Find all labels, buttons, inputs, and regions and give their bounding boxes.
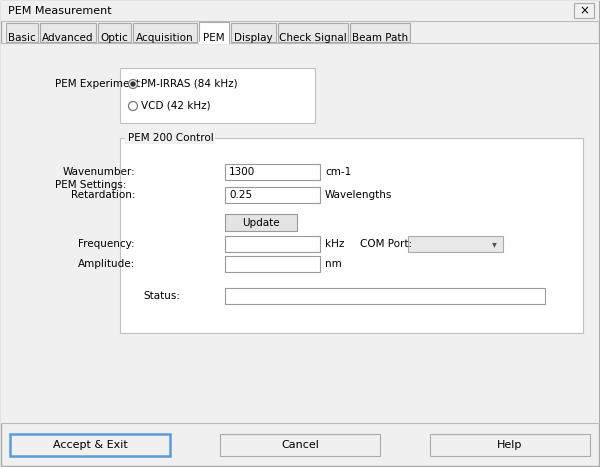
Text: COM Port:: COM Port: xyxy=(360,239,412,249)
Text: ×: × xyxy=(579,4,589,17)
Text: Advanced: Advanced xyxy=(42,33,94,43)
Bar xyxy=(225,236,320,252)
Text: Frequency:: Frequency: xyxy=(79,239,135,249)
Bar xyxy=(278,23,348,42)
Text: PEM Measurement: PEM Measurement xyxy=(8,6,112,16)
Bar xyxy=(231,23,276,42)
Bar xyxy=(40,23,96,42)
Text: Wavelengths: Wavelengths xyxy=(325,190,392,200)
Text: Cancel: Cancel xyxy=(281,440,319,450)
Text: Update: Update xyxy=(242,218,280,227)
Text: Acquisition: Acquisition xyxy=(136,33,194,43)
Bar xyxy=(6,23,38,42)
Bar xyxy=(120,138,583,333)
Text: Help: Help xyxy=(497,440,523,450)
Bar xyxy=(225,214,297,231)
Bar xyxy=(574,3,594,18)
Text: 0.25: 0.25 xyxy=(229,190,252,200)
Text: PEM 200 Control: PEM 200 Control xyxy=(128,133,214,143)
Text: 1300: 1300 xyxy=(229,167,255,177)
Text: Check Signal: Check Signal xyxy=(279,33,347,43)
Text: cm-1: cm-1 xyxy=(325,167,351,177)
Text: PEM Experiment:: PEM Experiment: xyxy=(55,79,144,89)
Text: Display: Display xyxy=(234,33,273,43)
Text: Beam Path: Beam Path xyxy=(352,33,408,43)
Text: Amplitude:: Amplitude: xyxy=(78,259,135,269)
Bar xyxy=(125,133,215,144)
Bar xyxy=(98,23,131,42)
Bar xyxy=(408,236,503,252)
Text: nm: nm xyxy=(325,259,342,269)
Text: Status:: Status: xyxy=(143,291,180,301)
Bar xyxy=(225,288,545,304)
Bar xyxy=(120,68,315,123)
Circle shape xyxy=(131,82,135,86)
Text: PEM: PEM xyxy=(203,33,225,43)
Text: Basic: Basic xyxy=(8,33,36,43)
Text: Retardation:: Retardation: xyxy=(71,190,135,200)
Text: VCD (42 kHz): VCD (42 kHz) xyxy=(141,101,211,111)
Bar xyxy=(199,22,229,43)
Circle shape xyxy=(128,79,137,89)
Circle shape xyxy=(128,101,137,111)
Text: Accept & Exit: Accept & Exit xyxy=(53,440,127,450)
Bar xyxy=(1,43,599,423)
Text: kHz: kHz xyxy=(325,239,344,249)
Bar xyxy=(133,23,197,42)
Bar xyxy=(225,164,320,180)
Bar xyxy=(220,434,380,456)
Bar xyxy=(1,1,599,21)
Bar xyxy=(430,434,590,456)
Bar xyxy=(10,434,170,456)
Bar xyxy=(225,256,320,272)
Bar xyxy=(350,23,410,42)
Text: PEM Settings:: PEM Settings: xyxy=(55,180,127,190)
Text: ▾: ▾ xyxy=(491,239,496,249)
Text: PM-IRRAS (84 kHz): PM-IRRAS (84 kHz) xyxy=(141,79,238,89)
Text: Wavenumber:: Wavenumber: xyxy=(62,167,135,177)
Bar xyxy=(225,187,320,203)
Text: Optic: Optic xyxy=(101,33,128,43)
